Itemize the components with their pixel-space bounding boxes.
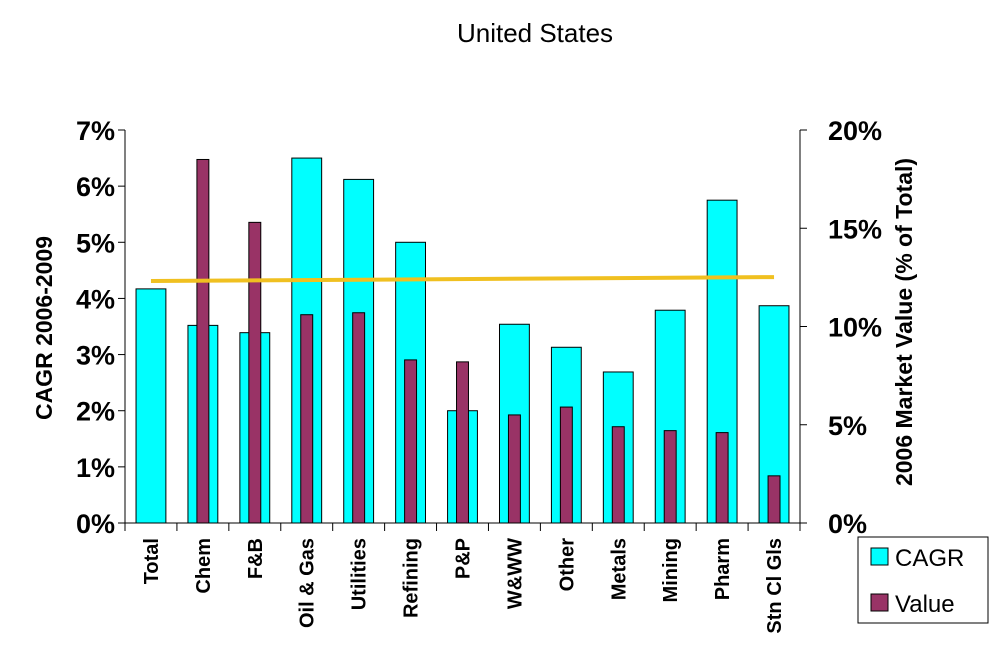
category-label: Mining <box>660 538 682 602</box>
value-bar <box>456 361 469 524</box>
value-bar <box>715 432 729 524</box>
left-axis: 0% 1% 2% 3% 4% 5% 6% 7% <box>76 116 125 539</box>
legend-label-cagr: CAGR <box>895 545 964 572</box>
left-tick-label: 1% <box>76 453 115 483</box>
left-tick-label: 0% <box>76 509 115 539</box>
right-tick-label: 10% <box>828 313 882 343</box>
right-axis-title: 2006 Market Value (% of Total) <box>891 158 917 486</box>
category-label: Metals <box>608 538 630 600</box>
value-bar <box>611 426 625 524</box>
axes <box>124 130 801 531</box>
category-label: Total <box>141 538 163 584</box>
cagr-bar <box>135 288 167 524</box>
right-tick-label: 20% <box>828 116 882 146</box>
category-label: Chem <box>193 538 215 594</box>
trend-line <box>150 275 775 284</box>
category-label: W&WW <box>504 538 526 609</box>
right-axis: 0% 5% 10% 15% 20% <box>800 116 882 539</box>
category-label: P&P <box>453 538 475 579</box>
left-tick-label: 4% <box>76 284 115 314</box>
legend-swatch-cagr <box>870 547 889 566</box>
right-tick-label: 5% <box>828 411 867 441</box>
left-tick-label: 6% <box>76 172 115 202</box>
trend-series <box>150 275 775 284</box>
category-labels: Total Chem F&B Oil & Gas Utilities Refining P&… <box>141 538 786 634</box>
right-tick-label: 0% <box>828 509 867 539</box>
left-tick-label: 7% <box>76 116 115 146</box>
legend-swatch-value <box>870 593 889 612</box>
value-bar <box>507 414 521 524</box>
left-tick-label: 3% <box>76 341 115 371</box>
value-bar <box>248 221 262 524</box>
value-bar <box>352 312 366 524</box>
value-bar <box>196 158 210 524</box>
category-label: Utilities <box>349 538 371 610</box>
value-bar <box>300 314 314 524</box>
left-tick-label: 5% <box>76 228 115 258</box>
category-label: Stn Cl Gls <box>764 538 786 634</box>
category-label: F&B <box>245 538 267 579</box>
category-label: Oil & Gas <box>297 538 319 628</box>
value-bar <box>559 406 573 524</box>
chart-title: United States <box>457 18 613 48</box>
value-series <box>196 158 781 524</box>
value-bar <box>663 430 677 524</box>
category-label: Pharm <box>712 538 734 600</box>
category-label: Refining <box>401 538 423 618</box>
right-tick-label: 15% <box>828 214 882 244</box>
left-tick-label: 2% <box>76 397 115 427</box>
category-label: Other <box>556 538 578 592</box>
legend-label-value: Value <box>895 591 955 618</box>
value-bar <box>404 359 418 524</box>
value-bar <box>767 475 781 524</box>
left-axis-title: CAGR 2006-2009 <box>31 236 57 420</box>
legend: CAGR Value <box>857 536 989 624</box>
